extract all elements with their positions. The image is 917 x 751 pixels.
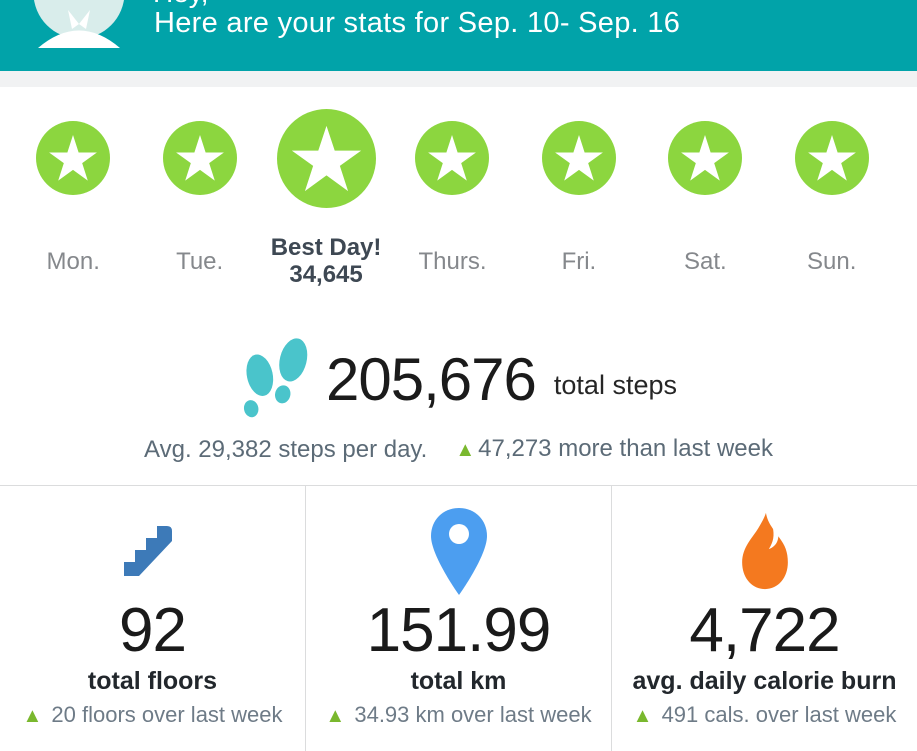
day-label: Tue. (176, 248, 224, 275)
avg-steps-text: Avg. 29,382 steps per day. (144, 436, 428, 463)
star-icon (36, 121, 111, 195)
day-cell-fri (516, 121, 642, 195)
steps-subline: Avg. 29,382 steps per day. ▲ 47,273 more … (0, 434, 917, 465)
best-day-label: Best Day! (270, 234, 382, 261)
stat-column-floors: 92 total floors ▲ 20 floors over last we… (0, 486, 305, 751)
day-label: Mon. (46, 248, 100, 275)
stat-label: avg. daily calorie burn (632, 667, 897, 695)
header-divider-strip (0, 71, 917, 87)
star-icon (794, 121, 869, 195)
best-day-steps: 34,645 (289, 261, 363, 288)
stat-label: total km (410, 667, 507, 695)
header: Hey, Here are your stats for Sep. 10- Se… (0, 0, 917, 71)
day-cell-mon (10, 121, 136, 195)
day-label: Thurs. (418, 248, 487, 275)
stat-delta: ▲ 34.93 km over last week (306, 702, 611, 728)
stat-column-calories: 4,722 avg. daily calorie burn ▲ 491 cals… (612, 486, 917, 751)
stats-section: 92 total floors ▲ 20 floors over last we… (0, 485, 917, 751)
day-label: Sun. (807, 248, 857, 275)
star-icon (415, 121, 490, 195)
total-steps-value: 205,676 (326, 346, 537, 413)
stat-value: 4,722 (689, 596, 840, 665)
total-steps-label: total steps (553, 369, 677, 400)
stat-delta-text: 34.93 km over last week (354, 702, 592, 727)
stairs-icon (123, 526, 172, 576)
steps-delta: ▲ 47,273 more than last week (455, 434, 773, 465)
greeting-text: Hey, (153, 0, 209, 9)
stat-delta: ▲ 20 floors over last week (0, 702, 305, 728)
star-icon (541, 121, 616, 195)
footprints-icon (243, 338, 308, 418)
up-triangle-icon: ▲ (632, 705, 653, 727)
day-label: Fri. (561, 248, 597, 275)
header-subtitle: Here are your stats for Sep. 10- Sep. 16 (154, 7, 681, 39)
week-star-row (0, 87, 917, 208)
week-label-row: Mon. Tue. Best Day! 34,645 Thurs. Fri. S… (0, 234, 917, 290)
avatar (33, 0, 125, 53)
best-day-block: Best Day! 34,645 (263, 234, 389, 288)
up-triangle-icon: ▲ (325, 705, 346, 727)
stat-label: total floors (87, 667, 218, 695)
stat-delta-text: 491 cals. over last week (661, 702, 897, 727)
total-steps-summary: 205,676 total steps (0, 336, 917, 424)
stat-delta-text: 20 floors over last week (51, 702, 283, 727)
avatar-image (34, 0, 124, 48)
stat-value: 151.99 (366, 596, 552, 665)
up-triangle-icon: ▲ (455, 439, 476, 461)
steps-delta-text: 47,273 more than last week (478, 435, 773, 462)
stat-delta: ▲ 491 cals. over last week (612, 702, 917, 728)
stat-value: 92 (119, 596, 187, 665)
flame-icon (741, 512, 788, 590)
best-day-star-icon (276, 108, 376, 208)
day-cell-sat (642, 121, 768, 195)
star-icon (668, 121, 743, 195)
day-cell-sun (769, 121, 895, 195)
day-cell-wed-best (263, 108, 389, 208)
up-triangle-icon: ▲ (22, 705, 43, 727)
day-cell-tue (136, 121, 262, 195)
day-cell-thurs (389, 121, 515, 195)
stat-column-km: 151.99 total km ▲ 34.93 km over last wee… (305, 486, 612, 751)
day-label: Sat. (683, 248, 727, 275)
map-pin-icon (430, 507, 487, 595)
star-icon (162, 121, 237, 195)
